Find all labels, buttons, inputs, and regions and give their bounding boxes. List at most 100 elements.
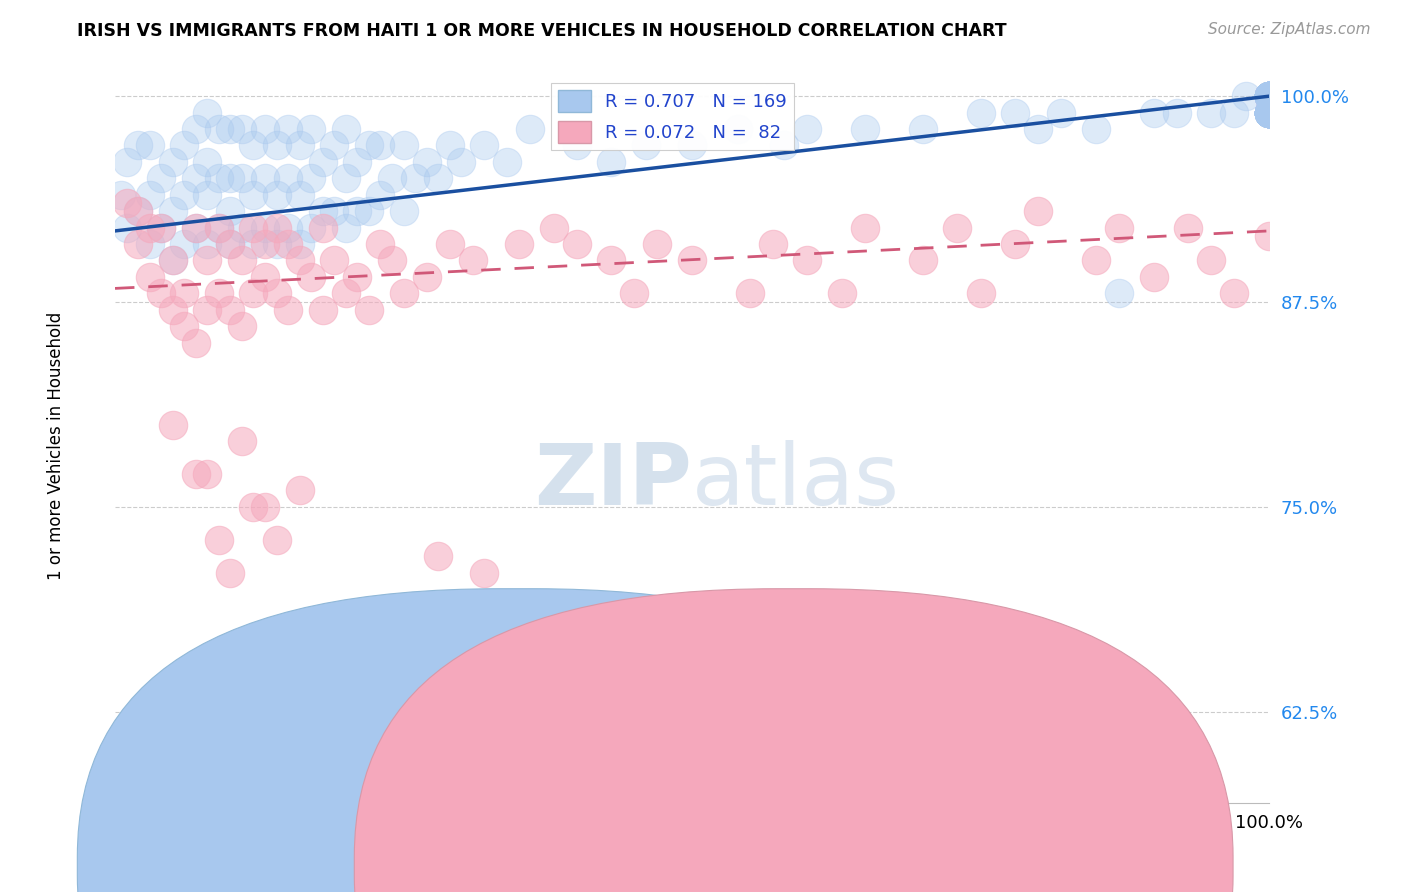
Point bbox=[208, 286, 231, 301]
Point bbox=[1258, 89, 1281, 103]
Point bbox=[150, 220, 173, 235]
Point bbox=[1026, 204, 1049, 219]
Point bbox=[634, 138, 657, 153]
Point bbox=[1258, 105, 1281, 120]
Point bbox=[773, 138, 796, 153]
Point bbox=[195, 253, 218, 268]
Point bbox=[1258, 105, 1281, 120]
Point bbox=[312, 302, 335, 317]
Point bbox=[796, 122, 818, 136]
Point bbox=[415, 269, 437, 284]
Point bbox=[288, 237, 311, 252]
Point bbox=[1004, 105, 1026, 120]
Text: 1 or more Vehicles in Household: 1 or more Vehicles in Household bbox=[48, 312, 65, 580]
Point bbox=[1258, 105, 1281, 120]
Point bbox=[381, 253, 404, 268]
Point bbox=[1258, 89, 1281, 103]
Point bbox=[266, 138, 288, 153]
Point bbox=[162, 253, 184, 268]
Text: Irish: Irish bbox=[544, 852, 581, 870]
Point bbox=[565, 237, 588, 252]
Point bbox=[1201, 253, 1223, 268]
Point bbox=[173, 286, 195, 301]
Point bbox=[1258, 89, 1281, 103]
Point bbox=[1258, 105, 1281, 120]
Point bbox=[1258, 105, 1281, 120]
Point bbox=[1258, 89, 1281, 103]
Point bbox=[266, 220, 288, 235]
Point bbox=[110, 755, 132, 769]
Point bbox=[162, 155, 184, 169]
Point bbox=[231, 122, 253, 136]
Point bbox=[450, 155, 472, 169]
Point bbox=[911, 253, 934, 268]
Point bbox=[1258, 89, 1281, 103]
Point bbox=[288, 483, 311, 498]
Point bbox=[346, 269, 368, 284]
Point bbox=[439, 138, 461, 153]
Point bbox=[277, 237, 299, 252]
Point bbox=[346, 155, 368, 169]
Point bbox=[231, 171, 253, 186]
Point bbox=[335, 286, 357, 301]
Point bbox=[138, 269, 160, 284]
Point bbox=[231, 319, 253, 334]
Point bbox=[1026, 122, 1049, 136]
Point bbox=[127, 204, 149, 219]
Point bbox=[647, 237, 669, 252]
Point bbox=[1258, 105, 1281, 120]
Point bbox=[1084, 122, 1107, 136]
Point bbox=[195, 105, 218, 120]
Point bbox=[195, 467, 218, 481]
Point bbox=[1258, 89, 1281, 103]
Point bbox=[1108, 220, 1130, 235]
Point bbox=[1258, 105, 1281, 120]
Point bbox=[219, 122, 242, 136]
Point bbox=[312, 220, 335, 235]
Point bbox=[392, 204, 415, 219]
Point bbox=[1258, 105, 1281, 120]
Point bbox=[1258, 89, 1281, 103]
Point bbox=[242, 500, 264, 514]
Point bbox=[1258, 105, 1281, 120]
Point bbox=[1258, 89, 1281, 103]
Point bbox=[1258, 105, 1281, 120]
Point bbox=[1258, 105, 1281, 120]
Point bbox=[1004, 237, 1026, 252]
Point bbox=[738, 286, 761, 301]
Point bbox=[1166, 105, 1188, 120]
Point bbox=[162, 204, 184, 219]
Point bbox=[219, 302, 242, 317]
Point bbox=[208, 122, 231, 136]
Point bbox=[323, 138, 346, 153]
Point bbox=[370, 187, 392, 202]
Point bbox=[254, 122, 277, 136]
Point bbox=[357, 302, 380, 317]
Point bbox=[681, 664, 703, 678]
Point bbox=[370, 138, 392, 153]
Point bbox=[254, 269, 277, 284]
Point bbox=[472, 566, 495, 580]
Point bbox=[277, 171, 299, 186]
Point bbox=[312, 204, 335, 219]
Point bbox=[299, 220, 322, 235]
Point bbox=[1258, 105, 1281, 120]
Point bbox=[831, 286, 853, 301]
Point bbox=[323, 204, 346, 219]
Point bbox=[946, 220, 969, 235]
Point bbox=[1258, 89, 1281, 103]
Point bbox=[762, 237, 785, 252]
Point bbox=[110, 187, 132, 202]
Point bbox=[853, 122, 876, 136]
Point bbox=[254, 171, 277, 186]
Point bbox=[162, 253, 184, 268]
Text: atlas: atlas bbox=[692, 440, 900, 523]
Point bbox=[1234, 89, 1257, 103]
Point bbox=[1258, 89, 1281, 103]
Point bbox=[1258, 89, 1281, 103]
Point bbox=[427, 549, 450, 564]
Point bbox=[288, 253, 311, 268]
Point bbox=[195, 155, 218, 169]
Point bbox=[173, 319, 195, 334]
Point bbox=[1258, 89, 1281, 103]
